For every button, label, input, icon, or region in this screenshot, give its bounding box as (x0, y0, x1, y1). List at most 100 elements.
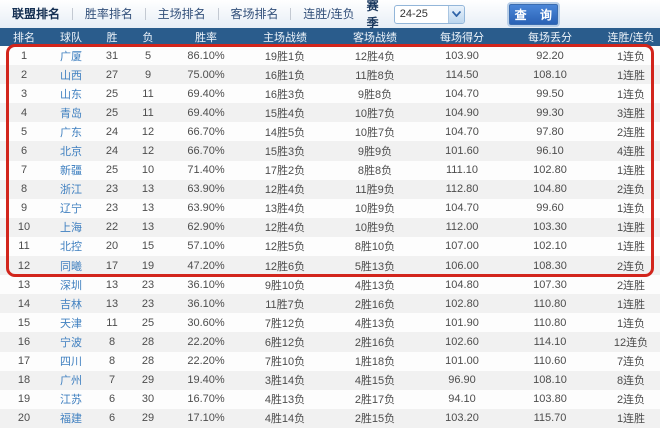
team-link[interactable]: 北控 (60, 241, 82, 254)
season-select[interactable]: 24-25 (393, 4, 465, 24)
tab-streaks[interactable]: 连胜/连负 (303, 7, 355, 21)
tab-separator (144, 8, 146, 20)
cell-winrate: 57.10% (187, 240, 225, 253)
cell-rank: 11 (18, 240, 30, 253)
team-link[interactable]: 山东 (60, 88, 82, 101)
cell-wins: 31 (105, 49, 119, 62)
cell-points-allowed: 115.70 (533, 412, 567, 425)
team-link[interactable]: 青岛 (60, 107, 82, 120)
cell-streak: 4连胜 (616, 146, 646, 159)
table-row: 17 四川 8 28 22.20% 7胜10负 1胜18负 101.00 110… (0, 351, 660, 371)
cell-away-record: 8胜10负 (354, 241, 396, 254)
cell-away-record: 8胜8负 (357, 165, 393, 178)
cell-home-record: 17胜2负 (264, 165, 306, 178)
query-button[interactable]: 查 询 (508, 3, 559, 25)
cell-away-record: 2胜16负 (354, 298, 396, 311)
team-link[interactable]: 江苏 (60, 394, 82, 407)
team-link[interactable]: 辽宁 (60, 203, 82, 216)
cell-losses: 25 (141, 316, 155, 329)
cell-streak: 1连胜 (616, 69, 646, 82)
cell-streak: 2连负 (616, 260, 646, 273)
cell-points-per-game: 106.00 (445, 259, 479, 272)
cell-streak: 1连胜 (616, 241, 646, 254)
cell-rank: 10 (17, 221, 31, 234)
cell-points-allowed: 103.80 (533, 393, 567, 406)
table-row: 8 浙江 23 13 63.90% 12胜4负 11胜9负 112.80 104… (0, 179, 660, 199)
cell-home-record: 15胜3负 (264, 146, 306, 159)
cell-points-allowed: 108.10 (533, 68, 567, 81)
table-row: 6 北京 24 12 66.70% 15胜3负 9胜9负 101.60 96.1… (0, 141, 660, 161)
cell-away-record: 11胜9负 (355, 184, 395, 197)
cell-streak: 2连胜 (616, 279, 646, 292)
team-link[interactable]: 广厦 (60, 50, 82, 63)
cell-wins: 25 (105, 164, 119, 177)
cell-losses: 5 (144, 49, 152, 62)
table-row: 1 广厦 31 5 86.10% 19胜1负 12胜4负 103.90 92.2… (0, 46, 660, 66)
cell-rank: 3 (20, 87, 28, 100)
cell-away-record: 10胜7负 (354, 126, 396, 139)
team-link[interactable]: 广州 (60, 375, 82, 388)
team-link[interactable]: 新疆 (60, 165, 82, 178)
team-link[interactable]: 天津 (60, 317, 82, 330)
cell-points-allowed: 102.10 (533, 240, 567, 253)
cell-wins: 27 (105, 68, 119, 81)
tab-separator (217, 8, 219, 20)
tab-winrate-ranking[interactable]: 胜率排名 (84, 7, 133, 21)
table-row: 20 福建 6 29 17.10% 4胜14负 2胜15负 103.20 115… (0, 408, 660, 428)
cell-losses: 23 (141, 278, 155, 291)
cell-losses: 15 (141, 240, 155, 253)
cell-home-record: 12胜6负 (264, 260, 306, 273)
cell-losses: 28 (141, 355, 155, 368)
team-link[interactable]: 山西 (60, 69, 82, 82)
team-link[interactable]: 同曦 (60, 260, 82, 273)
cell-losses: 11 (142, 106, 154, 119)
tab-away-ranking[interactable]: 客场排名 (230, 7, 279, 21)
cell-points-per-game: 111.10 (445, 164, 478, 177)
team-link[interactable]: 四川 (60, 356, 82, 369)
table-row: 3 山东 25 11 69.40% 16胜3负 9胜8负 104.70 99.5… (0, 84, 660, 104)
team-link[interactable]: 北京 (60, 146, 82, 159)
tab-home-ranking[interactable]: 主场排名 (157, 7, 206, 21)
dropdown-arrow-icon[interactable] (447, 5, 464, 23)
team-link[interactable]: 深圳 (60, 279, 82, 292)
cell-away-record: 11胜8负 (355, 69, 395, 82)
cell-wins: 24 (105, 125, 119, 138)
team-link[interactable]: 上海 (60, 222, 82, 235)
cell-away-record: 9胜8负 (357, 88, 393, 101)
team-link[interactable]: 浙江 (60, 184, 82, 197)
cell-points-allowed: 108.10 (533, 374, 567, 387)
cell-streak: 7连负 (616, 356, 646, 369)
season-label: 赛季 (366, 0, 379, 30)
cell-winrate: 62.90% (187, 221, 225, 234)
cell-points-per-game: 104.70 (445, 125, 479, 138)
column-header-winrate: 胜率 (195, 32, 217, 44)
column-header-team: 球队 (60, 32, 82, 44)
cell-points-per-game: 114.50 (445, 68, 479, 81)
cell-points-allowed: 102.80 (533, 164, 567, 177)
cell-home-record: 12胜5负 (264, 241, 306, 254)
cell-winrate: 63.90% (187, 202, 225, 215)
cell-points-per-game: 102.60 (445, 335, 479, 348)
team-link[interactable]: 福建 (60, 413, 82, 426)
table-row: 10 上海 22 13 62.90% 12胜4负 10胜9负 112.00 10… (0, 217, 660, 237)
cell-streak: 1连负 (616, 88, 646, 101)
cell-wins: 25 (105, 106, 119, 119)
cell-rank: 16 (17, 335, 31, 348)
cell-rank: 18 (17, 374, 31, 387)
cell-losses: 12 (141, 125, 155, 138)
cell-away-record: 9胜9负 (357, 146, 393, 159)
cell-winrate: 19.40% (187, 374, 225, 387)
team-link[interactable]: 宁波 (60, 336, 82, 349)
cell-away-record: 4胜13负 (354, 317, 396, 330)
cell-wins: 24 (105, 145, 119, 158)
cell-points-per-game: 104.70 (445, 202, 479, 215)
cell-winrate: 36.10% (187, 297, 225, 310)
tab-separator (72, 8, 73, 20)
tab-league-ranking[interactable]: 联盟排名 (12, 7, 61, 21)
cell-points-per-game: 94.10 (448, 393, 476, 406)
cell-streak: 2连胜 (616, 126, 646, 139)
team-link[interactable]: 广东 (60, 126, 82, 139)
team-link[interactable]: 吉林 (60, 298, 82, 311)
cell-points-allowed: 108.30 (533, 259, 567, 272)
cell-winrate: 66.70% (187, 145, 225, 158)
